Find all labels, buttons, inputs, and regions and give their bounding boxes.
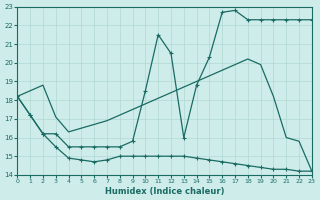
X-axis label: Humidex (Indice chaleur): Humidex (Indice chaleur) <box>105 187 224 196</box>
